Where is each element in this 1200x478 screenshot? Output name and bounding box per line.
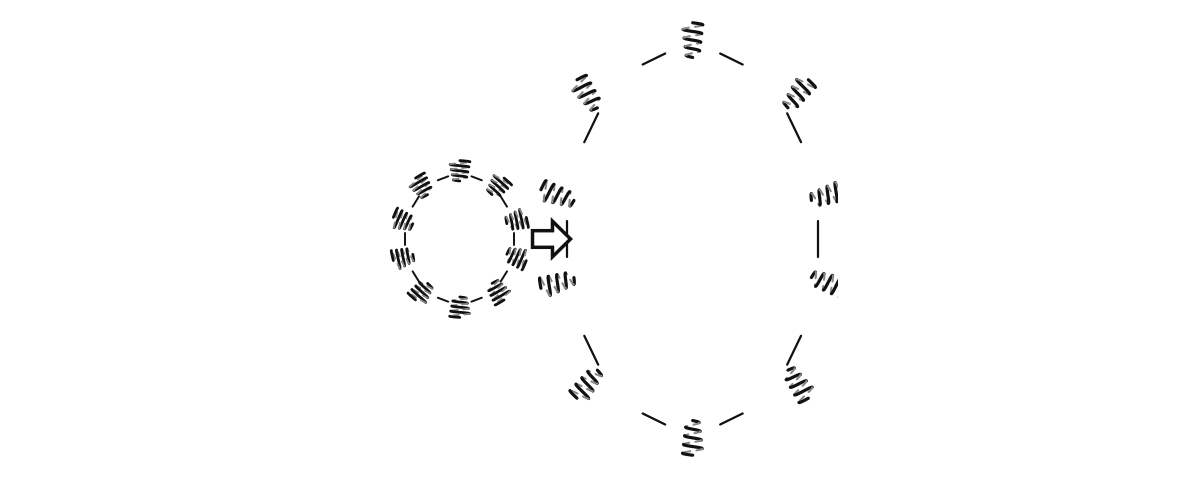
Polygon shape [533, 221, 570, 257]
